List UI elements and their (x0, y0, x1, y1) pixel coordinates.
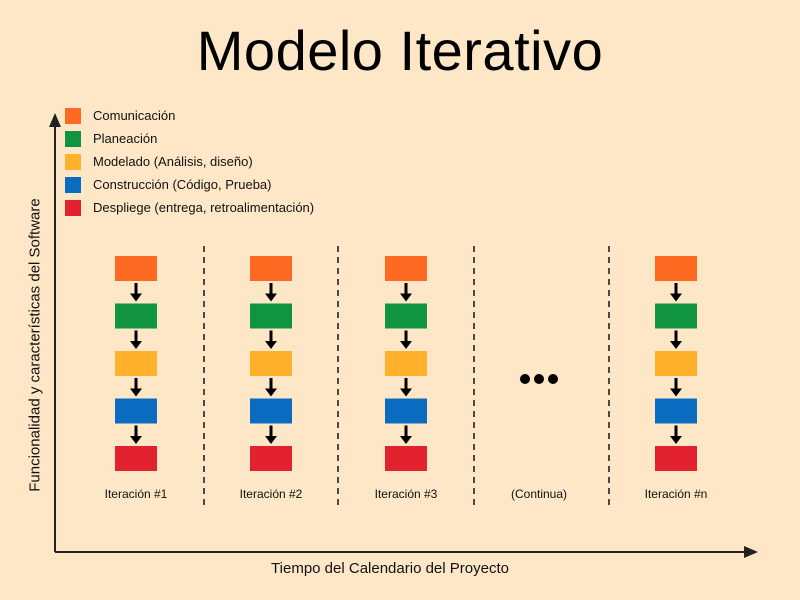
iteration-label: (Continua) (511, 487, 567, 501)
green-square-icon (65, 130, 81, 147)
legend: Comunicación Planeación Modelado (Anális… (65, 104, 314, 219)
phase-box (250, 303, 292, 329)
phase-box (115, 256, 157, 281)
legend-label: Despliege (entrega, retroalimentación) (93, 200, 315, 215)
orange-square-icon (65, 107, 81, 124)
arrow-head-icon (400, 436, 412, 444)
arrow-head-icon (265, 341, 277, 349)
legend-item-despliegue: Despliege (entrega, retroalimentación) (65, 196, 314, 219)
ellipsis-dot-icon (548, 374, 558, 384)
phase-box (385, 398, 427, 424)
yellow-square-icon (65, 153, 81, 170)
iterations-group: Iteración #1 Iteración #2 Iteración #3 (Con… (105, 246, 708, 510)
phase-box (655, 351, 697, 376)
arrow-head-icon (400, 341, 412, 349)
phase-box (250, 351, 292, 376)
legend-item-construccion: Construcción (Código, Prueba) (65, 173, 314, 196)
phase-box (115, 398, 157, 424)
phase-box (385, 351, 427, 376)
arrow-head-icon (265, 436, 277, 444)
arrow-head-icon (670, 388, 682, 397)
phase-box (385, 303, 427, 329)
x-axis-label: Tiempo del Calendario del Proyecto (271, 560, 509, 577)
phase-box (250, 256, 292, 281)
legend-label: Construcción (Código, Prueba) (93, 177, 272, 192)
phase-box (655, 256, 697, 281)
arrow-head-icon (670, 341, 682, 349)
legend-label: Modelado (Análisis, diseño) (93, 154, 253, 169)
red-square-icon (65, 199, 81, 216)
page-title: Modelo Iterativo (196, 19, 604, 82)
iteration-column: Iteración #1 (105, 256, 168, 501)
phase-box (655, 398, 697, 424)
phase-box (250, 398, 292, 424)
arrow-head-icon (130, 388, 142, 397)
arrow-head-icon (400, 293, 412, 302)
arrow-head-icon (670, 293, 682, 302)
phase-box (250, 446, 292, 471)
iteration-column: Iteración #n (645, 256, 708, 501)
arrow-head-icon (130, 436, 142, 444)
arrow-head-icon (265, 388, 277, 397)
legend-label: Planeación (93, 131, 158, 146)
iteration-column: Iteración #3 (375, 256, 438, 501)
phase-box (385, 256, 427, 281)
legend-item-comunicacion: Comunicación (65, 104, 314, 127)
y-axis-label: Funcionalidad y características del Soft… (26, 198, 44, 492)
legend-item-planeacion: Planeación (65, 127, 314, 150)
ellipsis-dot-icon (520, 374, 530, 384)
iteration-label: Iteración #1 (105, 487, 168, 501)
phase-box (115, 351, 157, 376)
arrow-head-icon (265, 293, 277, 302)
arrow-head-icon (670, 436, 682, 444)
phase-box (385, 446, 427, 471)
iteration-column: Iteración #2 (240, 256, 303, 501)
arrow-head-icon (400, 388, 412, 397)
phase-box (655, 446, 697, 471)
iteration-label: Iteración #2 (240, 487, 303, 501)
legend-label: Comunicación (93, 108, 176, 123)
arrow-head-icon (130, 293, 142, 302)
ellipsis-dot-icon (534, 374, 544, 384)
legend-item-modelado: Modelado (Análisis, diseño) (65, 150, 314, 173)
iteration-label: Iteración #n (645, 487, 708, 501)
blue-square-icon (65, 176, 81, 193)
arrow-head-icon (130, 341, 142, 349)
iteration-column: (Continua) (511, 374, 567, 501)
phase-box (115, 446, 157, 471)
iteration-label: Iteración #3 (375, 487, 438, 501)
phase-box (115, 303, 157, 329)
phase-box (655, 303, 697, 329)
